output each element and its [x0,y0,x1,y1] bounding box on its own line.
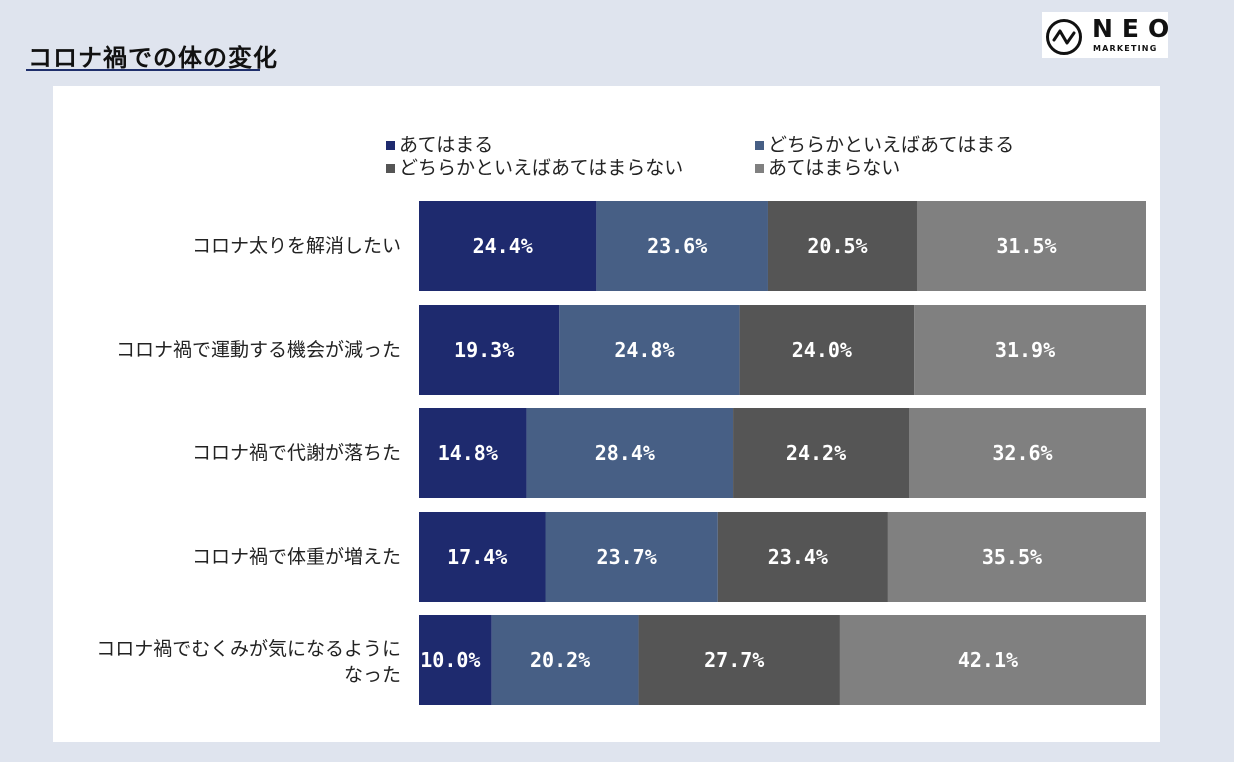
data-label: 10.0% [420,648,480,672]
data-label: 20.5% [807,234,867,258]
bar-segment [733,408,909,498]
category-label: コロナ禍で体重が増えた [192,546,401,568]
legend-item-2: どちらかといえばあてはまる [755,134,1014,156]
data-label: 23.6% [647,234,707,258]
page-title: コロナ禍での体の変化 [28,44,278,72]
neo-marketing-logo: NEO MARKETING [1042,12,1169,58]
data-label: 28.4% [595,441,655,465]
bar-segment [491,615,639,705]
bar-segment [419,408,527,498]
data-label: 23.4% [768,545,828,569]
logo-subtext: MARKETING [1093,44,1158,53]
data-label: 17.4% [447,545,507,569]
bar-segment [767,201,917,291]
data-label: 23.7% [597,545,657,569]
bar-segment [419,615,492,705]
bar-segment [739,305,915,395]
data-label: 24.8% [614,338,674,362]
legend-swatch [755,164,764,173]
category-label: コロナ太りを解消したい [192,235,401,257]
legend-item-4: あてはまらない [755,157,900,179]
logo-text: NEO [1092,14,1179,43]
legend-label: どちらかといえばあてはまる [768,134,1014,156]
legend-swatch [755,141,764,150]
bar-segment [916,201,1146,291]
bar-segment [596,201,768,291]
legend-label: どちらかといえばあてはまらない [399,157,683,179]
bar-segment [559,305,740,395]
legend-label: あてはまる [399,134,493,156]
category-label: コロナ禍でむくみが気になるようになった [96,638,401,686]
legend-label: あてはまらない [768,157,900,179]
data-label: 31.5% [996,234,1056,258]
data-label: 32.6% [992,441,1052,465]
category-label: コロナ禍で運動する機会が減った [116,339,401,361]
logo-circle-icon [1046,19,1082,55]
data-label: 27.7% [704,648,764,672]
legend-item-3: どちらかといえばあてはまらない [386,157,683,179]
category-label: コロナ禍で代謝が落ちた [192,442,401,464]
data-label: 31.9% [995,338,1055,362]
legend-swatch [386,164,395,173]
bar-segment [545,512,718,602]
data-label: 24.4% [473,234,533,258]
bar-segment [914,305,1146,395]
legend-swatch [386,141,395,150]
data-label: 24.0% [792,338,852,362]
bar-segment [839,615,1146,705]
data-label: 20.2% [530,648,590,672]
bar-segment [419,201,597,291]
title-underline [26,69,260,71]
data-label: 42.1% [958,648,1018,672]
legend-item-1: あてはまる [386,134,493,156]
bar-segment [908,408,1146,498]
data-label: 35.5% [982,545,1042,569]
bar-segment [717,512,888,602]
data-label: 14.8% [438,441,498,465]
bar-segment [419,305,560,395]
bar-segment [638,615,840,705]
bar-segment [419,512,546,602]
data-label: 19.3% [454,338,514,362]
bar-segment [526,408,734,498]
bar-segment [887,512,1146,602]
data-label: 24.2% [786,441,846,465]
